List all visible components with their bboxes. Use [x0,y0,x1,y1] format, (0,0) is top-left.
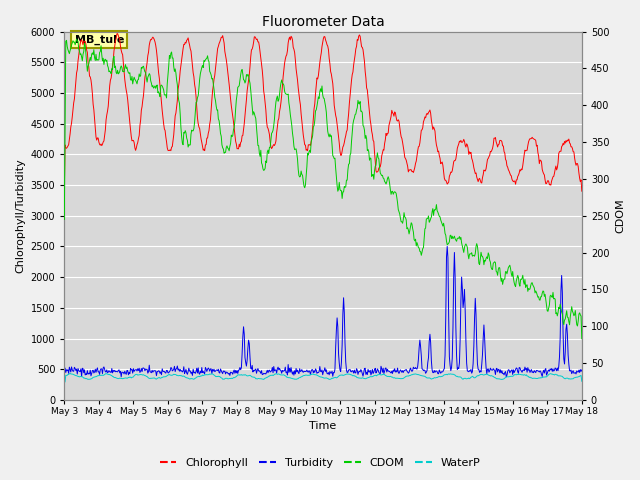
Y-axis label: Chlorophyll/Turbidity: Chlorophyll/Turbidity [15,158,25,273]
Title: Fluorometer Data: Fluorometer Data [262,15,385,29]
Y-axis label: CDOM: CDOM [615,198,625,233]
Text: MB_tule: MB_tule [75,35,124,45]
Legend: Chlorophyll, Turbidity, CDOM, WaterP: Chlorophyll, Turbidity, CDOM, WaterP [155,453,485,472]
X-axis label: Time: Time [309,421,337,432]
